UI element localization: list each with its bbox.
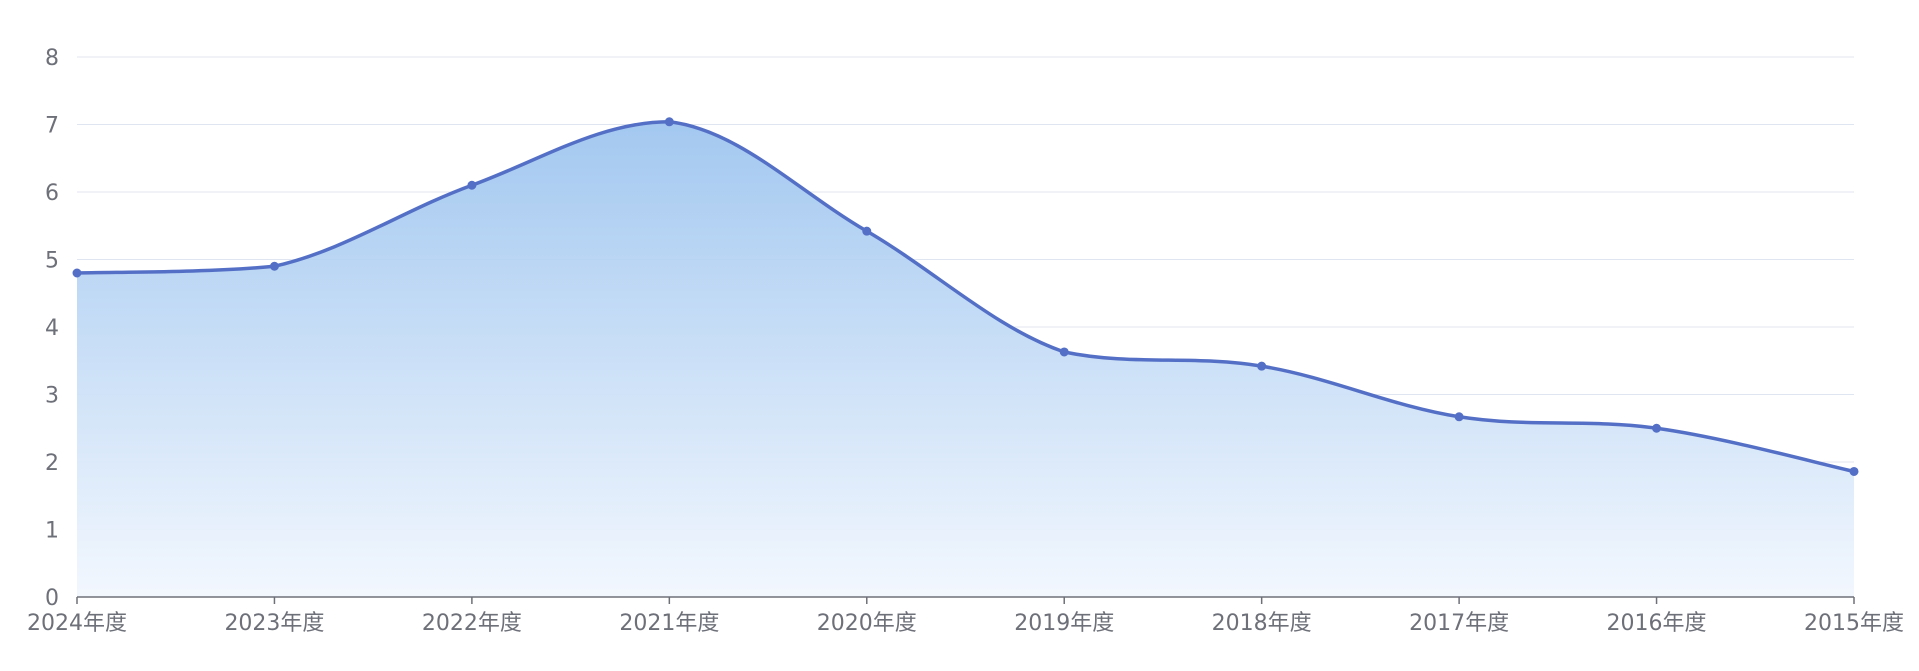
x-tick-label: 2022年度	[422, 611, 522, 636]
series-area	[77, 121, 1854, 598]
y-tick-label: 8	[45, 46, 59, 71]
y-tick-label: 5	[45, 249, 59, 274]
x-axis-labels: 2024年度 2023年度 2022年度 2021年度 2020年度 2019年度 2018…	[27, 611, 1904, 636]
x-tick-label: 2017年度	[1409, 611, 1509, 636]
data-point-2019年度[interactable]	[1059, 347, 1069, 357]
y-tick-label: 0	[45, 586, 59, 611]
x-tick-label: 2018年度	[1212, 611, 1312, 636]
data-point-2018年度[interactable]	[1257, 361, 1267, 371]
x-tick-label: 2019年度	[1014, 611, 1114, 636]
x-tick-label: 2020年度	[817, 611, 917, 636]
y-tick-label: 7	[45, 114, 59, 139]
data-point-2016年度[interactable]	[1652, 423, 1662, 433]
data-point-2017年度[interactable]	[1454, 412, 1464, 422]
x-tick-label: 2024年度	[27, 611, 127, 636]
y-tick-label: 1	[45, 519, 59, 544]
x-tick-label: 2021年度	[619, 611, 719, 636]
x-tick-label: 2015年度	[1804, 611, 1904, 636]
y-tick-label: 6	[45, 181, 59, 206]
data-point-2022年度[interactable]	[467, 180, 477, 190]
data-point-2023年度[interactable]	[269, 261, 279, 271]
x-axis	[76, 596, 1855, 604]
series-line	[75, 120, 1856, 474]
y-tick-label: 4	[45, 316, 59, 341]
y-tick-label: 3	[45, 384, 59, 409]
data-point-2024年度[interactable]	[72, 268, 82, 278]
y-axis-labels: 0 1 2 3 4 5 6 7 8	[45, 46, 59, 611]
x-tick-label: 2023年度	[224, 611, 324, 636]
data-point-2020年度[interactable]	[862, 226, 872, 236]
y-tick-label: 2	[45, 451, 59, 476]
data-point-2015年度[interactable]	[1849, 466, 1859, 476]
x-tick-label: 2016年度	[1607, 611, 1707, 636]
data-points	[72, 117, 1859, 476]
data-point-2021年度[interactable]	[664, 117, 674, 127]
